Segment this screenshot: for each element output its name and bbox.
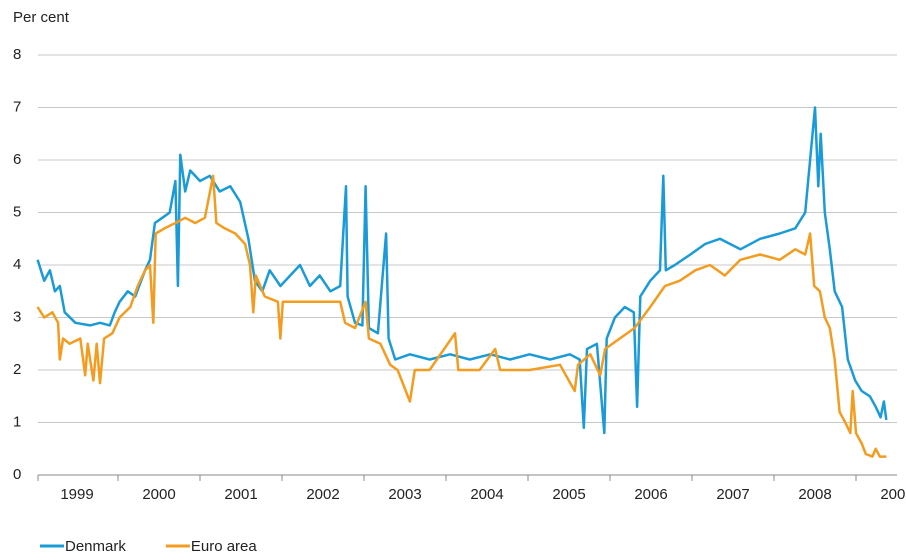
series-line <box>36 106 888 435</box>
y-axis-label: Per cent <box>13 9 70 26</box>
x-tick-label: 2005 <box>552 486 585 503</box>
x-tick-label: 2009 <box>880 486 906 503</box>
x-tick-label: 2004 <box>470 486 503 503</box>
x-tick-label: 2000 <box>142 486 175 503</box>
x-tick-label: 2002 <box>306 486 339 503</box>
x-tick-label: 2008 <box>798 486 831 503</box>
y-tick-label: 6 <box>13 151 21 168</box>
y-tick-label: 2 <box>13 361 21 378</box>
y-tick-label: 1 <box>13 413 21 430</box>
legend-label: Euro area <box>191 538 258 555</box>
x-tick-label: 1999 <box>60 486 93 503</box>
y-tick-label: 3 <box>13 308 21 325</box>
x-tick-label: 2003 <box>388 486 421 503</box>
legend-label: Denmark <box>65 538 126 555</box>
y-tick-label: 7 <box>13 98 21 115</box>
y-tick-label: 8 <box>13 46 21 63</box>
x-tick-label: 2006 <box>634 486 667 503</box>
x-tick-label: 2007 <box>716 486 749 503</box>
y-tick-label: 4 <box>13 256 21 273</box>
y-tick-label: 0 <box>13 466 21 483</box>
x-tick-label: 2001 <box>224 486 257 503</box>
y-tick-label: 5 <box>13 203 21 220</box>
series-line <box>36 174 887 458</box>
